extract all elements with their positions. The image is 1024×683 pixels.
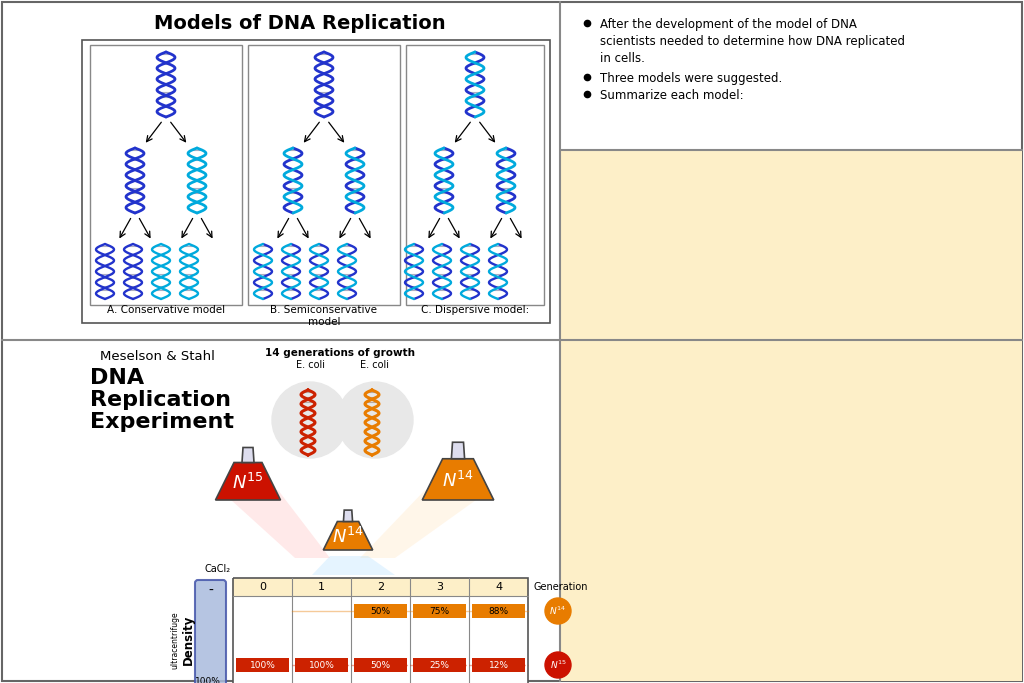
Bar [354, 658, 407, 672]
Text: ultracentrifuge: ultracentrifuge [171, 611, 179, 669]
Text: 100%: 100% [195, 677, 221, 683]
Text: 50%: 50% [371, 660, 390, 669]
Text: 14 generations of growth: 14 generations of growth [265, 348, 415, 358]
Text: $N^{15}$: $N^{15}$ [232, 473, 264, 492]
Polygon shape [215, 462, 281, 500]
Bar [354, 604, 407, 618]
Text: A. Conservative model: A. Conservative model [106, 305, 225, 315]
Text: E. coli: E. coli [296, 360, 325, 370]
Polygon shape [312, 556, 395, 575]
Text: 0: 0 [259, 582, 266, 592]
Circle shape [545, 598, 571, 624]
Polygon shape [343, 510, 352, 522]
Text: 12%: 12% [488, 660, 509, 669]
Text: 3: 3 [436, 582, 443, 592]
Bar [295, 658, 348, 672]
Text: 25%: 25% [429, 660, 450, 669]
Text: Meselson & Stahl: Meselson & Stahl [100, 350, 215, 363]
Text: CaCl₂: CaCl₂ [205, 564, 231, 574]
Text: 1: 1 [318, 582, 325, 592]
Text: 2: 2 [377, 582, 384, 592]
Text: 88%: 88% [488, 607, 509, 615]
Text: After the development of the model of DNA: After the development of the model of DN… [600, 18, 857, 31]
Text: Models of DNA Replication: Models of DNA Replication [155, 14, 445, 33]
Text: $N^{14}$: $N^{14}$ [550, 605, 566, 617]
Text: $N^{15}$: $N^{15}$ [550, 659, 566, 671]
Text: 75%: 75% [429, 607, 450, 615]
Circle shape [272, 382, 348, 458]
Polygon shape [324, 522, 373, 550]
Bar [561, 150, 1022, 340]
Text: scientists needed to determine how DNA replicated: scientists needed to determine how DNA r… [600, 35, 905, 48]
Text: 50%: 50% [371, 607, 390, 615]
Bar [561, 340, 1022, 681]
Text: 4: 4 [495, 582, 502, 592]
Text: 100%: 100% [308, 660, 335, 669]
Text: Three models were suggested.: Three models were suggested. [600, 72, 782, 85]
Text: Replication: Replication [90, 390, 231, 410]
Bar [82, 40, 550, 323]
FancyBboxPatch shape [195, 580, 226, 683]
Polygon shape [220, 490, 330, 558]
Text: $N^{14}$: $N^{14}$ [332, 527, 364, 547]
Polygon shape [422, 459, 494, 500]
Text: B. Semiconservative
model: B. Semiconservative model [270, 305, 378, 326]
Polygon shape [242, 447, 254, 462]
Text: -: - [208, 584, 213, 598]
Polygon shape [452, 443, 465, 459]
Text: in cells.: in cells. [600, 52, 645, 65]
Text: Summarize each model:: Summarize each model: [600, 89, 743, 102]
Text: Experiment: Experiment [90, 412, 234, 432]
Text: E. coli: E. coli [360, 360, 389, 370]
Text: +: + [205, 681, 216, 683]
Bar [472, 658, 525, 672]
Bar [248, 45, 400, 305]
Bar [413, 604, 466, 618]
Text: Generation: Generation [534, 582, 589, 592]
Bar [233, 596, 528, 683]
Circle shape [545, 652, 571, 678]
Text: 100%: 100% [250, 660, 275, 669]
Bar [236, 658, 289, 672]
Bar [233, 578, 528, 596]
Bar [413, 658, 466, 672]
Text: Density: Density [181, 615, 195, 665]
Text: $N^{14}$: $N^{14}$ [442, 471, 474, 491]
Bar [233, 578, 528, 683]
Polygon shape [360, 490, 490, 558]
Bar [406, 45, 544, 305]
Bar [90, 45, 242, 305]
Bar [472, 604, 525, 618]
Text: DNA: DNA [90, 368, 144, 388]
Circle shape [337, 382, 413, 458]
Text: C. Dispersive model:: C. Dispersive model: [421, 305, 529, 315]
